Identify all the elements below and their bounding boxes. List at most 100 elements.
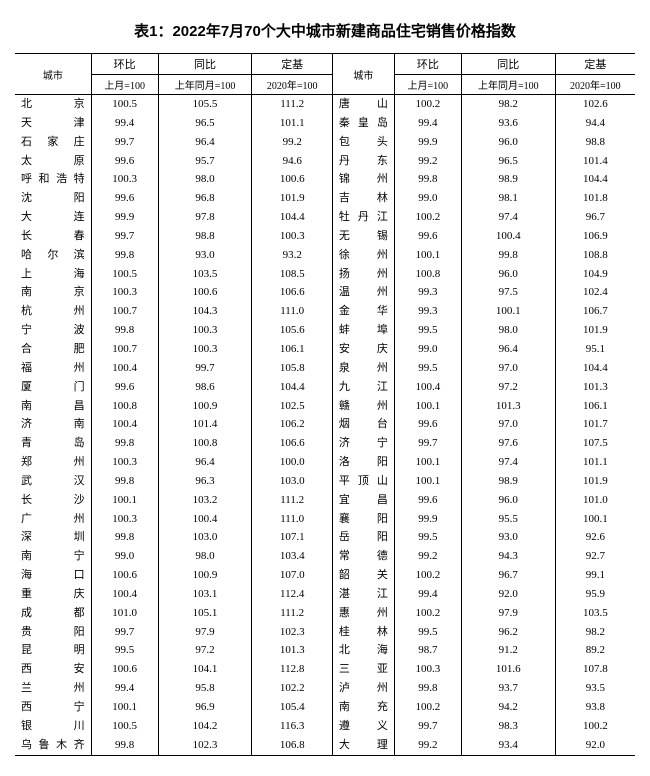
val-a2: 104.1 bbox=[158, 660, 252, 679]
val-b1: 99.6 bbox=[394, 415, 461, 434]
city-a: 乌鲁木齐 bbox=[15, 736, 91, 755]
val-b3: 100.1 bbox=[555, 510, 635, 529]
val-a1: 100.4 bbox=[91, 585, 158, 604]
val-a3: 112.4 bbox=[252, 585, 332, 604]
val-a1: 100.6 bbox=[91, 660, 158, 679]
val-b3: 95.9 bbox=[555, 585, 635, 604]
val-a2: 100.3 bbox=[158, 340, 252, 359]
val-b2: 91.2 bbox=[461, 641, 555, 660]
val-a3: 106.2 bbox=[252, 415, 332, 434]
val-b3: 101.3 bbox=[555, 378, 635, 397]
table-row: 长 春99.798.8100.3无 锡99.6100.4106.9 bbox=[15, 227, 635, 246]
table-row: 长 沙100.1103.2111.2宜 昌99.696.0101.0 bbox=[15, 491, 635, 510]
val-a2: 93.0 bbox=[158, 246, 252, 265]
val-b3: 107.5 bbox=[555, 434, 635, 453]
val-b1: 99.5 bbox=[394, 359, 461, 378]
val-b1: 100.4 bbox=[394, 378, 461, 397]
city-a: 长 沙 bbox=[15, 491, 91, 510]
city-a: 厦 门 bbox=[15, 378, 91, 397]
city-a: 太 原 bbox=[15, 152, 91, 171]
city-a: 石家庄 bbox=[15, 133, 91, 152]
val-a1: 101.0 bbox=[91, 604, 158, 623]
val-b2: 98.1 bbox=[461, 189, 555, 208]
val-b3: 92.6 bbox=[555, 528, 635, 547]
city-b: 烟 台 bbox=[332, 415, 394, 434]
city-b: 宜 昌 bbox=[332, 491, 394, 510]
city-b: 三 亚 bbox=[332, 660, 394, 679]
val-a3: 106.6 bbox=[252, 434, 332, 453]
val-b1: 100.1 bbox=[394, 397, 461, 416]
val-a1: 99.8 bbox=[91, 528, 158, 547]
val-a3: 108.5 bbox=[252, 265, 332, 284]
val-b2: 97.4 bbox=[461, 208, 555, 227]
val-b3: 101.9 bbox=[555, 472, 635, 491]
val-a1: 99.7 bbox=[91, 227, 158, 246]
val-a1: 100.5 bbox=[91, 717, 158, 736]
val-a1: 99.4 bbox=[91, 679, 158, 698]
val-b1: 99.6 bbox=[394, 227, 461, 246]
val-b2: 96.7 bbox=[461, 566, 555, 585]
val-a1: 99.7 bbox=[91, 133, 158, 152]
val-a2: 96.5 bbox=[158, 114, 252, 133]
table-row: 呼和浩特100.398.0100.6锦 州99.898.9104.4 bbox=[15, 170, 635, 189]
val-a2: 101.4 bbox=[158, 415, 252, 434]
val-b1: 99.3 bbox=[394, 283, 461, 302]
table-row: 武 汉99.896.3103.0平顶山100.198.9101.9 bbox=[15, 472, 635, 491]
hdr-sub1-a: 上月=100 bbox=[91, 75, 158, 95]
val-a2: 98.8 bbox=[158, 227, 252, 246]
table-row: 乌鲁木齐99.8102.3106.8大 理99.293.492.0 bbox=[15, 736, 635, 755]
val-b2: 99.8 bbox=[461, 246, 555, 265]
city-a: 重 庆 bbox=[15, 585, 91, 604]
city-b: 无 锡 bbox=[332, 227, 394, 246]
val-a2: 104.2 bbox=[158, 717, 252, 736]
val-a1: 99.8 bbox=[91, 434, 158, 453]
city-b: 秦皇岛 bbox=[332, 114, 394, 133]
val-a3: 112.8 bbox=[252, 660, 332, 679]
val-a1: 100.3 bbox=[91, 170, 158, 189]
val-b1: 100.1 bbox=[394, 246, 461, 265]
val-b1: 99.0 bbox=[394, 340, 461, 359]
city-b: 桂 林 bbox=[332, 623, 394, 642]
table-row: 大 连99.997.8104.4牡丹江100.297.496.7 bbox=[15, 208, 635, 227]
val-b3: 89.2 bbox=[555, 641, 635, 660]
val-a3: 107.1 bbox=[252, 528, 332, 547]
city-b: 泉 州 bbox=[332, 359, 394, 378]
val-a1: 99.8 bbox=[91, 736, 158, 755]
city-a: 银 川 bbox=[15, 717, 91, 736]
val-b2: 97.6 bbox=[461, 434, 555, 453]
city-a: 深 圳 bbox=[15, 528, 91, 547]
table-row: 厦 门99.698.6104.4九 江100.497.2101.3 bbox=[15, 378, 635, 397]
val-b2: 98.2 bbox=[461, 95, 555, 114]
val-a3: 111.0 bbox=[252, 510, 332, 529]
city-b: 徐 州 bbox=[332, 246, 394, 265]
val-b1: 100.2 bbox=[394, 604, 461, 623]
val-a3: 99.2 bbox=[252, 133, 332, 152]
val-b3: 103.5 bbox=[555, 604, 635, 623]
city-b: 锦 州 bbox=[332, 170, 394, 189]
city-a: 长 春 bbox=[15, 227, 91, 246]
val-b1: 99.0 bbox=[394, 189, 461, 208]
val-a1: 99.7 bbox=[91, 623, 158, 642]
val-b3: 108.8 bbox=[555, 246, 635, 265]
city-b: 襄 阳 bbox=[332, 510, 394, 529]
val-a2: 98.0 bbox=[158, 547, 252, 566]
city-b: 赣 州 bbox=[332, 397, 394, 416]
val-a2: 104.3 bbox=[158, 302, 252, 321]
val-b2: 94.2 bbox=[461, 698, 555, 717]
val-a1: 99.6 bbox=[91, 189, 158, 208]
val-a3: 101.9 bbox=[252, 189, 332, 208]
val-a3: 116.3 bbox=[252, 717, 332, 736]
city-b: 九 江 bbox=[332, 378, 394, 397]
city-a: 兰 州 bbox=[15, 679, 91, 698]
val-b3: 101.8 bbox=[555, 189, 635, 208]
table-row: 天 津99.496.5101.1秦皇岛99.493.694.4 bbox=[15, 114, 635, 133]
val-a2: 96.3 bbox=[158, 472, 252, 491]
val-b2: 96.5 bbox=[461, 152, 555, 171]
val-b3: 104.4 bbox=[555, 359, 635, 378]
val-b2: 100.1 bbox=[461, 302, 555, 321]
val-b3: 106.9 bbox=[555, 227, 635, 246]
val-a2: 97.9 bbox=[158, 623, 252, 642]
val-b1: 99.2 bbox=[394, 547, 461, 566]
city-a: 大 连 bbox=[15, 208, 91, 227]
val-a2: 95.7 bbox=[158, 152, 252, 171]
